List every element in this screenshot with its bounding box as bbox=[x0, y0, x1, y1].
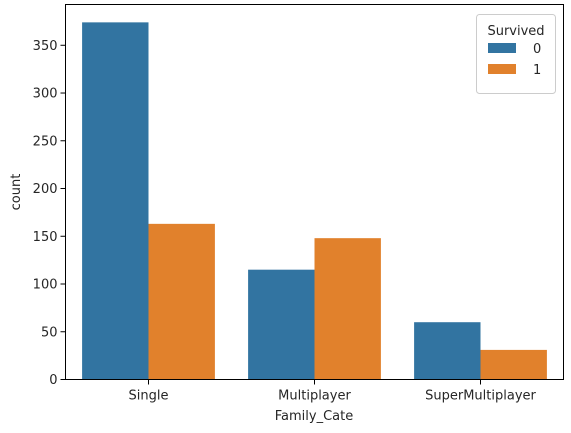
x-axis-ticks: Single Multiplayer SuperMultiplayer bbox=[129, 379, 537, 404]
y-tick-label: 100 bbox=[33, 278, 58, 293]
legend-label-0: 0 bbox=[533, 42, 541, 57]
legend-label-1: 1 bbox=[533, 63, 541, 78]
x-tick-label: SuperMultiplayer bbox=[425, 389, 536, 404]
bar-Single-survived-1 bbox=[148, 223, 215, 380]
x-axis-label: Family_Cate bbox=[275, 409, 353, 424]
bars-group bbox=[82, 22, 547, 380]
y-axis-label: count bbox=[9, 174, 24, 211]
y-tick-label: 300 bbox=[33, 87, 58, 102]
y-tick-label: 50 bbox=[41, 325, 58, 340]
y-tick-label: 0 bbox=[49, 373, 57, 388]
legend-title: Survived bbox=[487, 24, 544, 39]
plot-frame bbox=[65, 4, 564, 380]
y-axis-ticks: 0 50 100 150 200 250 300 350 bbox=[33, 39, 66, 388]
bar-Multiplayer-survived-0 bbox=[248, 269, 315, 380]
y-tick-label: 350 bbox=[33, 39, 58, 54]
bar-Multiplayer-survived-1 bbox=[314, 238, 381, 380]
y-tick-label: 150 bbox=[33, 230, 58, 245]
bar-SuperMultiplayer-survived-1 bbox=[480, 349, 547, 380]
x-tick-label: Multiplayer bbox=[278, 389, 351, 404]
legend: Survived 0 1 bbox=[476, 14, 556, 94]
bar-SuperMultiplayer-survived-0 bbox=[414, 322, 481, 380]
x-tick-label: Single bbox=[129, 389, 169, 404]
y-tick-label: 250 bbox=[33, 134, 58, 149]
y-tick-label: 200 bbox=[33, 182, 58, 197]
bar-Single-survived-0 bbox=[82, 22, 149, 380]
legend-swatch-1 bbox=[488, 64, 516, 74]
legend-swatch-0 bbox=[488, 43, 516, 53]
